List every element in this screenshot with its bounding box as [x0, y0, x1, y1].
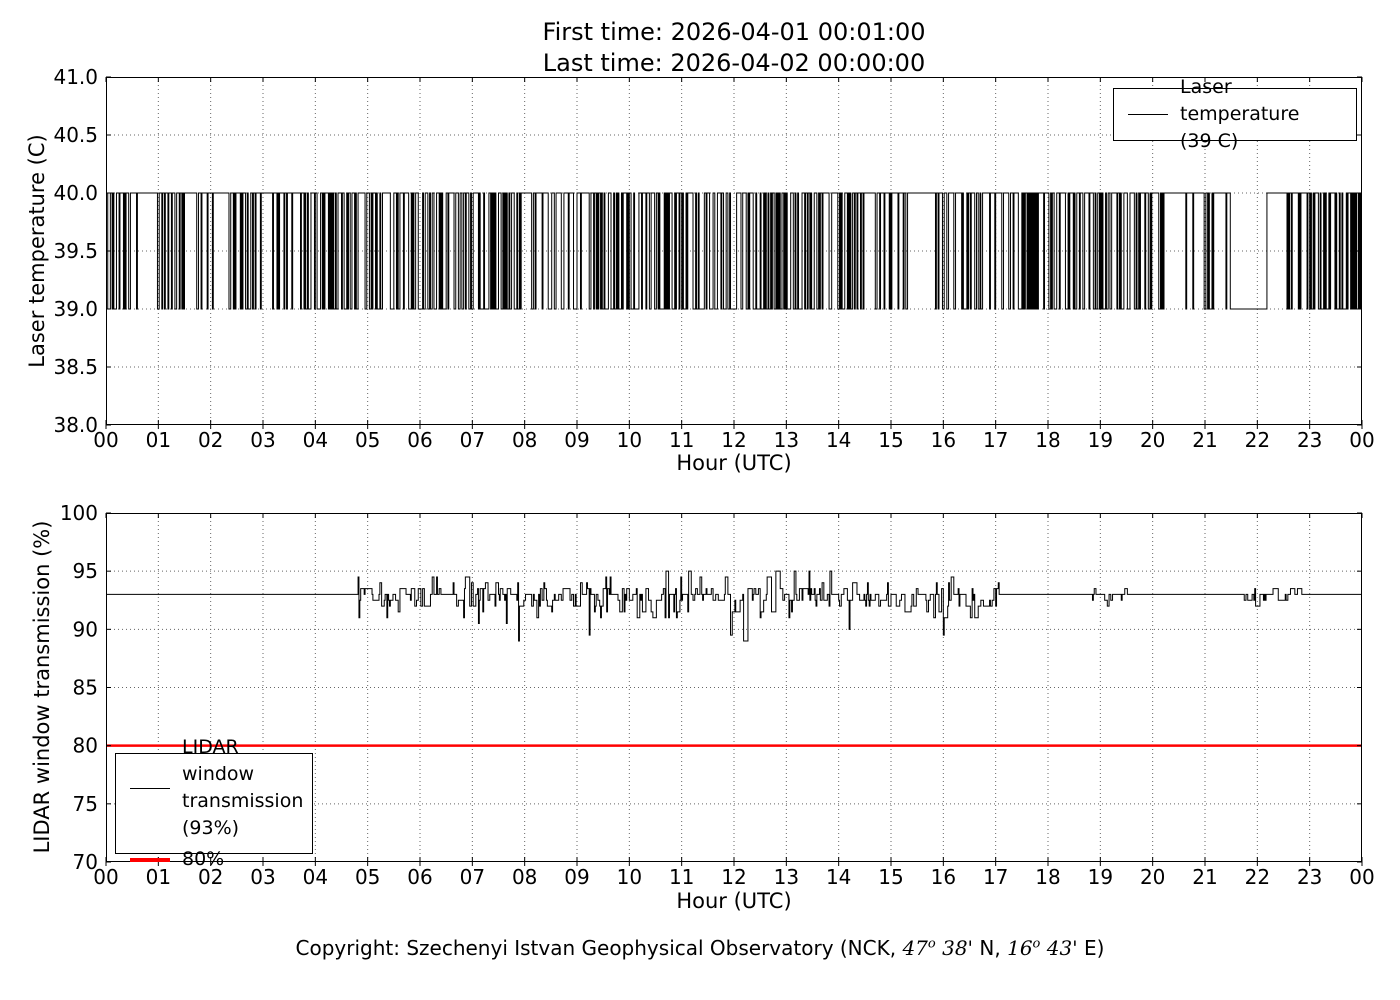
- top-chart-y-tick-label: 39.5: [53, 239, 98, 263]
- top-chart-x-tick-label: 18: [1035, 428, 1060, 452]
- bottom-chart-x-tick-label: 22: [1245, 865, 1270, 889]
- bottom-chart-y-tick-label: 80: [73, 734, 98, 758]
- bottom-chart-x-tick-label: 16: [931, 865, 956, 889]
- bottom-chart-x-tick-label: 19: [1088, 865, 1113, 889]
- top-chart-x-tick-label: 22: [1245, 428, 1270, 452]
- top-chart-x-tick-label: 15: [878, 428, 903, 452]
- laser-temperature-legend-line-swatch: [1128, 114, 1168, 115]
- transmission-legend-line-swatch: [130, 787, 170, 789]
- bottom-chart-x-tick-label: 20: [1140, 865, 1165, 889]
- top-chart-x-tick-label: 06: [407, 428, 432, 452]
- bottom-chart-x-tick-label: 01: [146, 865, 171, 889]
- transmission-legend-label: LIDAR window transmission (93%): [182, 736, 304, 839]
- degree-symbol: o: [1032, 936, 1041, 952]
- figure-title: First time: 2026-04-01 00:01:00 Last tim…: [106, 17, 1362, 79]
- bottom-chart-x-tick-label: 06: [407, 865, 432, 889]
- top-chart-x-tick-labels: 00 01 02 03 04 05 06 07 08 09 10 11 12 13 14 15 16 17 18 19…: [93, 428, 1374, 452]
- bottom-chart-x-tick-label: 14: [826, 865, 851, 889]
- top-chart-x-tick-label: 01: [146, 428, 171, 452]
- transmission-legend: LIDAR window transmission (93%) 80%: [115, 736, 313, 870]
- top-chart-x-tick-label: 04: [303, 428, 328, 452]
- top-chart-x-tick-label: 09: [564, 428, 589, 452]
- bottom-chart-x-tick-label: 04: [303, 865, 328, 889]
- bottom-chart-series-path: [106, 570, 1362, 642]
- bottom-chart-x-tick-label: 13: [774, 865, 799, 889]
- bottom-chart-y-tick-label: 70: [73, 850, 98, 874]
- bottom-chart-x-tick-label: 00: [93, 865, 118, 889]
- top-chart-x-tick-label: 10: [617, 428, 642, 452]
- longitude-minutes: 43': [1040, 936, 1078, 960]
- bottom-chart-x-tick-label: 11: [669, 865, 694, 889]
- top-chart-x-tick-label: 03: [250, 428, 275, 452]
- top-chart-ticks: [105, 76, 1363, 429]
- bottom-chart-x-tick-label: 17: [983, 865, 1008, 889]
- laser-temperature-legend-label: Laser temperature (39 C): [1180, 76, 1300, 152]
- latitude-degrees: 47: [902, 936, 928, 960]
- bottom-chart-y-tick-label: 100: [60, 501, 98, 525]
- figure-title-last-time: Last time: 2026-04-02 00:00:00: [542, 49, 926, 77]
- latitude-direction: N,: [973, 936, 1008, 960]
- top-chart-series-path: [106, 192, 1362, 310]
- bottom-chart-y-tick-label: 85: [73, 676, 98, 700]
- bottom-chart-x-tick-label: 12: [721, 865, 746, 889]
- copyright-text: Copyright: Szechenyi Istvan Geophysical …: [295, 936, 903, 960]
- top-chart-x-tick-label: 07: [460, 428, 485, 452]
- latitude-minutes: 38': [935, 936, 974, 960]
- top-chart-y-tick-labels: 38.0 38.5 39.0 39.5 40.0 40.5 41.0: [53, 65, 98, 437]
- laser-temperature-legend: Laser temperature (39 C): [1113, 76, 1357, 152]
- top-chart-x-tick-label: 19: [1088, 428, 1113, 452]
- bottom-chart-x-tick-label: 23: [1297, 865, 1322, 889]
- top-chart-y-tick-label: 41.0: [53, 65, 98, 89]
- bottom-chart-x-tick-label: 15: [878, 865, 903, 889]
- bottom-chart-x-tick-label: 02: [198, 865, 223, 889]
- bottom-chart-x-tick-label: 21: [1192, 865, 1217, 889]
- top-chart-x-tick-label: 21: [1192, 428, 1217, 452]
- bottom-chart-x-axis-label: Hour (UTC): [676, 889, 792, 913]
- longitude-degrees: 16: [1007, 936, 1033, 960]
- top-chart-x-tick-label: 20: [1140, 428, 1165, 452]
- top-chart-x-tick-label: 23: [1297, 428, 1322, 452]
- top-chart-x-tick-label: 02: [198, 428, 223, 452]
- bottom-chart-y-tick-label: 90: [73, 617, 98, 641]
- top-chart-y-tick-label: 38.0: [53, 413, 98, 437]
- bottom-chart-x-tick-label: 10: [617, 865, 642, 889]
- top-chart-x-tick-label: 13: [774, 428, 799, 452]
- bottom-chart-x-tick-label: 00: [1349, 865, 1374, 889]
- bottom-chart-x-tick-label: 05: [355, 865, 380, 889]
- top-chart-x-axis-label: Hour (UTC): [676, 451, 792, 475]
- degree-symbol: o: [927, 936, 936, 952]
- bottom-chart-y-axis-label: LIDAR window transmission (%): [30, 520, 54, 854]
- top-chart-x-tick-label: 11: [669, 428, 694, 452]
- top-chart-y-axis-label: Laser temperature (C): [25, 134, 49, 368]
- top-chart-y-tick-label: 39.0: [53, 297, 98, 321]
- copyright-line: Copyright: Szechenyi Istvan Geophysical …: [0, 936, 1400, 960]
- top-chart-x-tick-label: 00: [93, 428, 118, 452]
- top-chart-x-tick-label: 17: [983, 428, 1008, 452]
- top-chart-x-tick-label: 08: [512, 428, 537, 452]
- top-chart-y-tick-label: 38.5: [53, 355, 98, 379]
- top-chart-y-tick-label: 40.5: [53, 123, 98, 147]
- top-chart-x-tick-label: 16: [931, 428, 956, 452]
- top-chart-x-tick-label: 12: [721, 428, 746, 452]
- threshold-legend-line-swatch: [130, 857, 170, 862]
- bottom-chart-x-tick-label: 08: [512, 865, 537, 889]
- bottom-chart-x-tick-labels: 00 01 02 03 04 05 06 07 08 09 10 11 12 13 14 15 16 17 18 19…: [93, 865, 1374, 889]
- bottom-chart-y-tick-label: 75: [73, 792, 98, 816]
- figure-title-first-time: First time: 2026-04-01 00:01:00: [542, 18, 926, 46]
- top-chart-x-tick-label: 05: [355, 428, 380, 452]
- bottom-chart-ticks: [105, 512, 1363, 866]
- bottom-chart-x-tick-label: 07: [460, 865, 485, 889]
- bottom-chart-y-tick-labels: 70 75 80 85 90 95 100: [60, 501, 98, 874]
- top-chart-x-tick-label: 00: [1349, 428, 1374, 452]
- longitude-direction: E): [1077, 936, 1105, 960]
- threshold-legend-label: 80%: [182, 848, 225, 870]
- top-chart-x-tick-label: 14: [826, 428, 851, 452]
- bottom-chart-x-tick-label: 03: [250, 865, 275, 889]
- top-chart-y-tick-label: 40.0: [53, 181, 98, 205]
- bottom-chart-y-tick-label: 95: [73, 559, 98, 583]
- bottom-chart-x-tick-label: 09: [564, 865, 589, 889]
- bottom-chart-x-tick-label: 18: [1035, 865, 1060, 889]
